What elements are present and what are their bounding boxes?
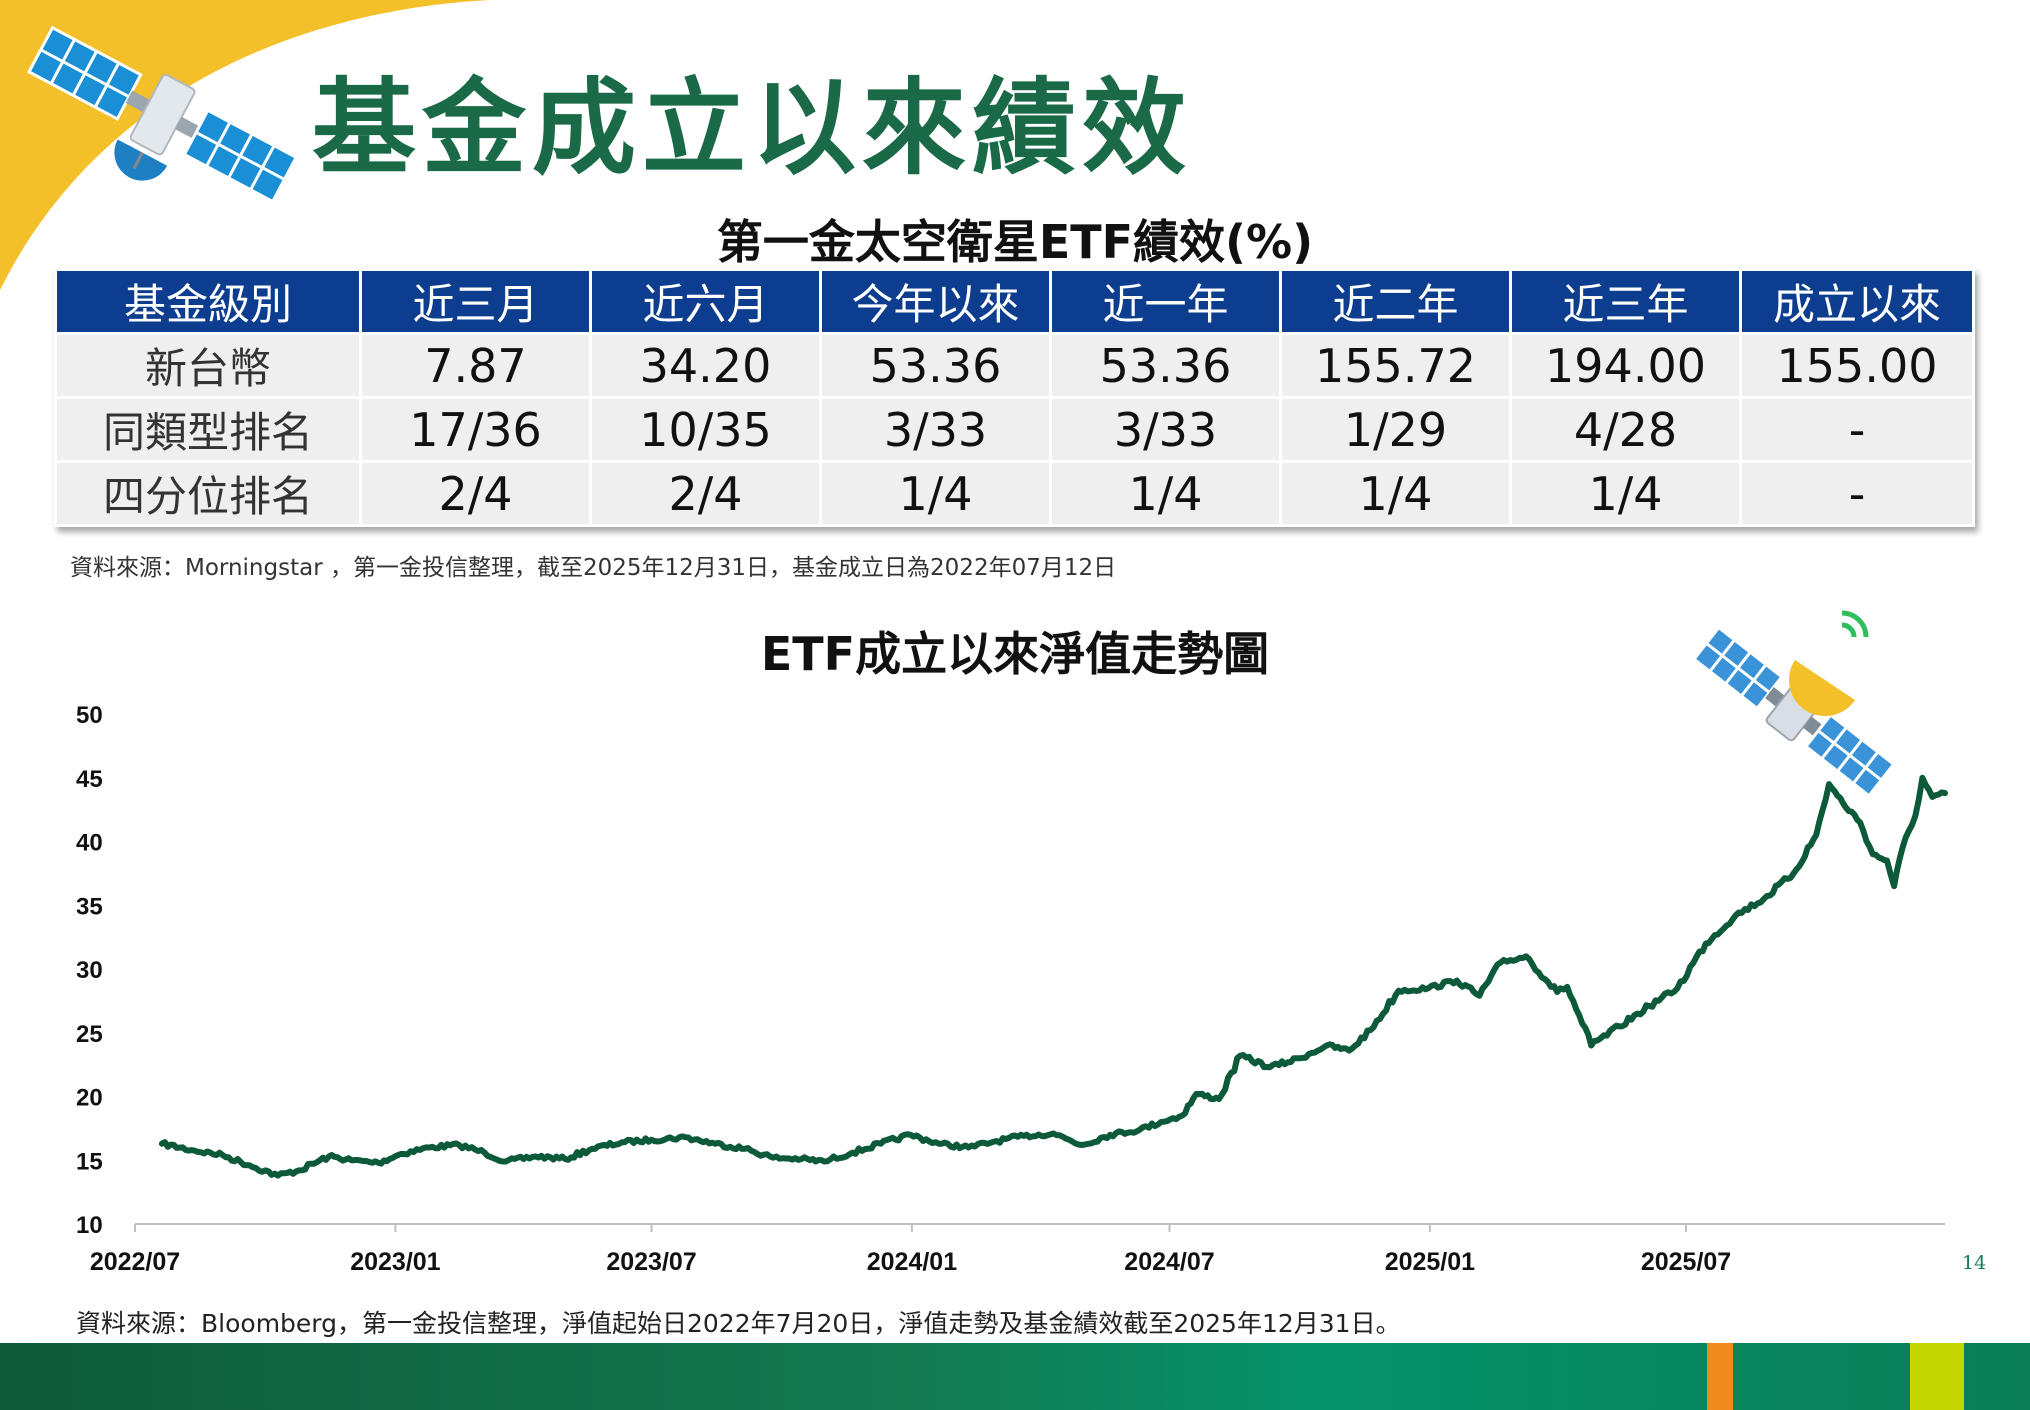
dish-icon — [1788, 660, 1855, 717]
y-tick-label: 10 — [76, 1212, 103, 1239]
row-label: 四分位排名 — [54, 460, 362, 527]
x-tick-labels: 2022/07 2023/01 2023/07 2024/01 2024/07 2025/… — [90, 1224, 1731, 1276]
x-tick-label: 2023/07 — [606, 1248, 696, 1276]
table-cell: 1/4 — [819, 460, 1052, 527]
table-cell: 1/4 — [1509, 460, 1742, 527]
y-tick-labels: 50 45 40 35 30 25 20 15 10 — [76, 702, 103, 1239]
y-tick-label: 45 — [76, 766, 103, 793]
x-tick-label: 2022/07 — [90, 1248, 180, 1276]
chart-source-note: 資料來源：Bloomberg，第一金投信整理，淨值起始日2022年7月20日，淨… — [76, 1309, 1401, 1338]
table-cell: 1/4 — [1279, 460, 1512, 527]
header-cell: 近一年 — [1049, 268, 1282, 335]
table-cell: - — [1739, 460, 1975, 527]
x-tick-label: 2024/07 — [1124, 1248, 1214, 1276]
table-cell: 3/33 — [819, 396, 1052, 463]
table-cell: 34.20 — [589, 332, 822, 399]
header-cell: 基金級別 — [54, 268, 362, 335]
header-cell: 近六月 — [589, 268, 822, 335]
table-cell: 17/36 — [359, 396, 592, 463]
table-cell: 155.72 — [1279, 332, 1512, 399]
y-tick-label: 40 — [76, 830, 103, 857]
table-cell: - — [1739, 396, 1975, 463]
table-cell: 53.36 — [819, 332, 1052, 399]
y-tick-label: 50 — [76, 702, 103, 729]
table-cell: 155.00 — [1739, 332, 1975, 399]
satellite-icon — [26, 25, 299, 204]
header-cell: 近二年 — [1279, 268, 1512, 335]
y-tick-label: 20 — [76, 1085, 103, 1112]
chart-title: ETF成立以來淨值走勢圖 — [760, 627, 1270, 681]
x-tick-label: 2025/01 — [1385, 1248, 1475, 1276]
nav-series-line — [158, 774, 1948, 1179]
table-title: 第一金太空衛星ETF績效(%) — [716, 215, 1314, 269]
table-cell: 2/4 — [589, 460, 822, 527]
header-cell: 今年以來 — [819, 268, 1052, 335]
y-tick-label: 30 — [76, 957, 103, 984]
table-cell: 2/4 — [359, 460, 592, 527]
table-row: 新台幣 7.87 34.20 53.36 53.36 155.72 194.00… — [54, 332, 1975, 399]
row-label: 新台幣 — [54, 332, 362, 399]
footer-accent-lime — [1910, 1343, 1964, 1410]
y-tick-label: 25 — [76, 1021, 103, 1048]
footer-bar — [0, 1343, 2030, 1410]
table-cell: 53.36 — [1049, 332, 1282, 399]
table-row: 四分位排名 2/4 2/4 1/4 1/4 1/4 1/4 - — [54, 460, 1975, 527]
x-tick-label: 2024/01 — [867, 1248, 957, 1276]
x-tick-label: 2025/07 — [1641, 1248, 1731, 1276]
table-cell: 194.00 — [1509, 332, 1742, 399]
signal-icon — [1841, 622, 1857, 638]
header-cell: 成立以來 — [1739, 268, 1975, 335]
row-label: 同類型排名 — [54, 396, 362, 463]
page-number: 14 — [1962, 1252, 1987, 1274]
y-tick-label: 15 — [76, 1148, 103, 1175]
table-cell: 7.87 — [359, 332, 592, 399]
table-cell: 10/35 — [589, 396, 822, 463]
x-tick-label: 2023/01 — [350, 1248, 440, 1276]
header-cell: 近三月 — [359, 268, 592, 335]
page-title: 基金成立以來績效 — [312, 67, 1193, 189]
table-cell: 1/29 — [1279, 396, 1512, 463]
y-tick-label: 35 — [76, 893, 103, 920]
table-cell: 1/4 — [1049, 460, 1282, 527]
footer-accent-orange — [1707, 1343, 1733, 1410]
table-cell: 4/28 — [1509, 396, 1742, 463]
table-source-note: 資料來源：Morningstar ，第一金投信整理，截至2025年12月31日，… — [70, 555, 1117, 581]
table-row: 同類型排名 17/36 10/35 3/33 3/33 1/29 4/28 - — [54, 396, 1975, 463]
table-cell: 3/33 — [1049, 396, 1282, 463]
table-header-row: 基金級別 近三月 近六月 今年以來 近一年 近二年 近三年 成立以來 — [54, 268, 1975, 335]
satellite-signal-icon — [1691, 610, 1896, 798]
corner-decoration — [0, 0, 490, 290]
performance-table: 基金級別 近三月 近六月 今年以來 近一年 近二年 近三年 成立以來 新台幣 7… — [54, 268, 1975, 527]
header-cell: 近三年 — [1509, 268, 1742, 335]
nav-line-chart: 50 45 40 35 30 25 20 15 10 2022/07 2023/01 2023/07… — [76, 702, 1948, 1276]
